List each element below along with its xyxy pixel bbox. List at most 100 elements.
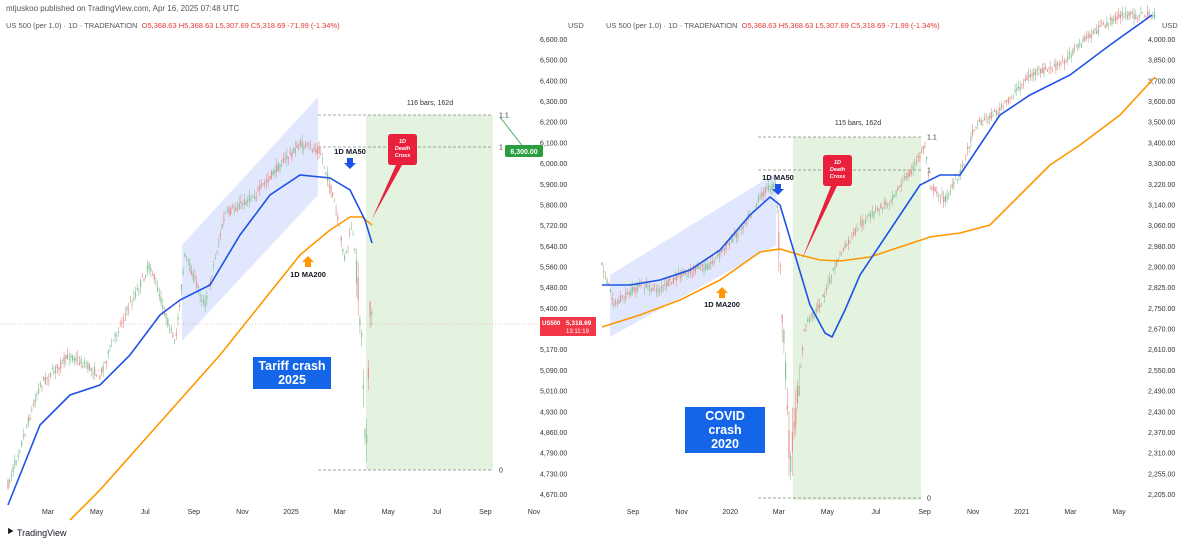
candle-body bbox=[231, 206, 233, 208]
ma50-label: 1D MA50 bbox=[762, 173, 794, 182]
candle-body bbox=[1036, 69, 1038, 71]
candle-body bbox=[961, 165, 963, 168]
candle-body bbox=[371, 311, 373, 315]
candle-body bbox=[21, 440, 23, 446]
candle-body bbox=[316, 148, 318, 154]
candle-body bbox=[1114, 15, 1116, 21]
candle-body bbox=[766, 186, 768, 189]
candle-body bbox=[233, 209, 235, 211]
x-tick-label: Sep bbox=[627, 509, 640, 516]
candle-body bbox=[632, 287, 634, 292]
candle-body bbox=[1016, 87, 1018, 91]
candle-body bbox=[1067, 55, 1069, 61]
candle-body bbox=[849, 241, 851, 243]
candle-body bbox=[693, 267, 695, 271]
candle-body bbox=[294, 148, 296, 153]
axis-unit-right: USD bbox=[1162, 21, 1178, 30]
candle-body bbox=[773, 184, 775, 188]
candle-body bbox=[85, 365, 87, 367]
candle-body bbox=[128, 309, 130, 311]
candle-body bbox=[1085, 36, 1088, 39]
y-tick-label: 3,850.00 bbox=[1148, 58, 1175, 65]
candle-body bbox=[121, 321, 123, 324]
candle-body bbox=[1082, 38, 1084, 42]
legend-right: US 500 (per 1.0) · 1D · TRADENATION O5,3… bbox=[606, 21, 940, 30]
y-tick-label: 6,000.00 bbox=[540, 161, 567, 168]
candle-body bbox=[264, 182, 266, 185]
candle-body bbox=[893, 194, 895, 197]
candle-body bbox=[1094, 28, 1096, 31]
candle-body bbox=[349, 232, 351, 234]
y-tick-label: 3,600.00 bbox=[1148, 99, 1175, 106]
candle-body bbox=[354, 248, 356, 251]
candle-body bbox=[109, 346, 111, 348]
projection-zone bbox=[793, 137, 921, 500]
candle-body bbox=[204, 301, 206, 308]
candle-body bbox=[1133, 13, 1135, 19]
y-tick-label: 6,600.00 bbox=[540, 37, 567, 44]
candle-body bbox=[332, 192, 334, 196]
candle-body bbox=[701, 264, 703, 267]
candle-body bbox=[676, 275, 678, 281]
price-chart-right[interactable]: 4,000.00 3,850.00 3,700.00 3,600.00 3,500.00… bbox=[600, 4, 1200, 520]
candle-body bbox=[917, 156, 919, 158]
candle-body bbox=[703, 267, 705, 270]
candle-body bbox=[276, 164, 278, 173]
candle-body bbox=[1091, 34, 1093, 38]
candle-body bbox=[114, 333, 116, 337]
candle-body bbox=[892, 194, 894, 201]
candle-body bbox=[740, 228, 742, 230]
candle-body bbox=[151, 274, 154, 276]
candle-body bbox=[978, 119, 980, 122]
candle-body bbox=[1084, 36, 1086, 41]
candle-body bbox=[769, 189, 771, 191]
candle-body bbox=[728, 241, 731, 246]
price-time: 13:11:19 bbox=[566, 329, 590, 335]
candle-body bbox=[80, 359, 82, 364]
candle-body bbox=[1079, 42, 1081, 44]
candle-body bbox=[944, 196, 946, 202]
candle-body bbox=[155, 281, 157, 283]
candle-body bbox=[613, 303, 615, 306]
candle-body bbox=[861, 220, 863, 227]
candle-body bbox=[1011, 98, 1013, 99]
crash-label-covid: COVID crash 2020 bbox=[685, 407, 765, 453]
candle-body bbox=[281, 165, 283, 167]
candle-body bbox=[213, 264, 215, 266]
candle-body bbox=[832, 268, 834, 270]
y-tick-label: 5,640.00 bbox=[540, 244, 567, 251]
candle-body bbox=[921, 150, 923, 153]
candle-body bbox=[1123, 16, 1125, 17]
candle-body bbox=[340, 237, 342, 241]
candle-body bbox=[742, 225, 744, 229]
arrow-down-icon bbox=[772, 184, 784, 195]
candle-body bbox=[994, 110, 996, 112]
tradingview-brand[interactable]: ⯈ TradingView bbox=[6, 527, 67, 538]
candle-body bbox=[262, 183, 264, 185]
candle-body bbox=[145, 275, 147, 278]
trend-channel bbox=[182, 97, 318, 341]
x-tick-label: Nov bbox=[528, 509, 541, 516]
candle-body bbox=[812, 311, 814, 319]
candle-body bbox=[905, 175, 907, 180]
candle-body bbox=[757, 196, 759, 202]
x-tick-label: May bbox=[1112, 509, 1126, 516]
y-tick-label: 2,610.00 bbox=[1148, 347, 1175, 354]
candle-body bbox=[41, 385, 43, 387]
candle-body bbox=[977, 123, 979, 125]
candle-body bbox=[771, 183, 773, 190]
candle-body bbox=[1026, 76, 1028, 80]
candle-body bbox=[1097, 26, 1099, 33]
candle-body bbox=[876, 208, 878, 210]
candle-body bbox=[805, 324, 807, 327]
price-chart-left[interactable]: 6,600.00 6,500.00 6,400.00 6,300.00 6,200.00… bbox=[0, 15, 596, 521]
candle-body bbox=[29, 417, 31, 420]
candle-body bbox=[791, 431, 793, 453]
candle-body bbox=[762, 192, 765, 196]
candle-body bbox=[138, 290, 140, 291]
death-cross-callout bbox=[372, 134, 417, 219]
candle-body bbox=[688, 272, 690, 274]
candle-body bbox=[248, 194, 250, 201]
candle-body bbox=[361, 332, 363, 338]
candle-body bbox=[839, 252, 841, 254]
